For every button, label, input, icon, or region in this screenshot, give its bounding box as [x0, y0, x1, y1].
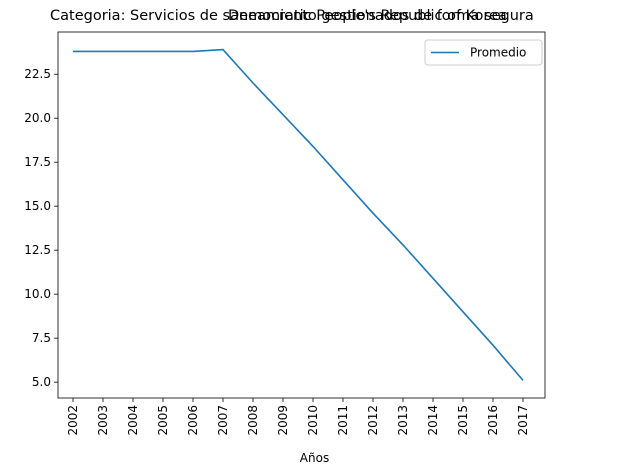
x-tick-label: 2014 — [426, 405, 440, 436]
chart-title-center: Democratic People's Republic of Korea — [228, 8, 507, 24]
x-tick-label: 2003 — [96, 405, 110, 436]
x-tick-label: 2007 — [216, 405, 230, 436]
y-tick-label: 7.5 — [32, 331, 51, 345]
chart-title-left: Categoria: Servicios de saneamiento gest… — [50, 8, 534, 24]
x-tick-label: 2002 — [66, 405, 80, 436]
legend-box — [424, 39, 543, 66]
x-tick-label: 2015 — [456, 405, 470, 436]
x-tick-label: 2008 — [246, 405, 260, 436]
x-tick-label: 2006 — [186, 405, 200, 436]
legend-label-promedio: Promedio — [470, 46, 526, 60]
y-tick-label: 5.0 — [32, 375, 51, 389]
x-tick-label: 2017 — [516, 405, 530, 436]
x-tick-label: 2005 — [156, 405, 170, 436]
y-tick-label: 10.0 — [24, 287, 51, 301]
plot-frame — [57, 31, 546, 399]
y-tick-label: 22.5 — [24, 67, 51, 81]
x-axis-label: Años — [299, 451, 330, 465]
y-tick-label: 15.0 — [24, 199, 51, 213]
x-tick-label: 2016 — [486, 405, 500, 436]
x-tick-label: 2011 — [336, 405, 350, 436]
series-line-promedio — [73, 48, 524, 381]
y-tick-label: 17.5 — [24, 155, 51, 169]
x-tick-label: 2013 — [396, 405, 410, 436]
y-tick-label: 12.5 — [24, 243, 51, 257]
x-tick-label: 2012 — [366, 405, 380, 436]
x-axis-label-container: Años — [0, 451, 619, 465]
x-tick-label: 2004 — [126, 405, 140, 436]
x-tick-label: 2010 — [306, 405, 320, 436]
x-tick-label: 2009 — [276, 405, 290, 436]
y-tick-label: 20.0 — [24, 111, 51, 125]
